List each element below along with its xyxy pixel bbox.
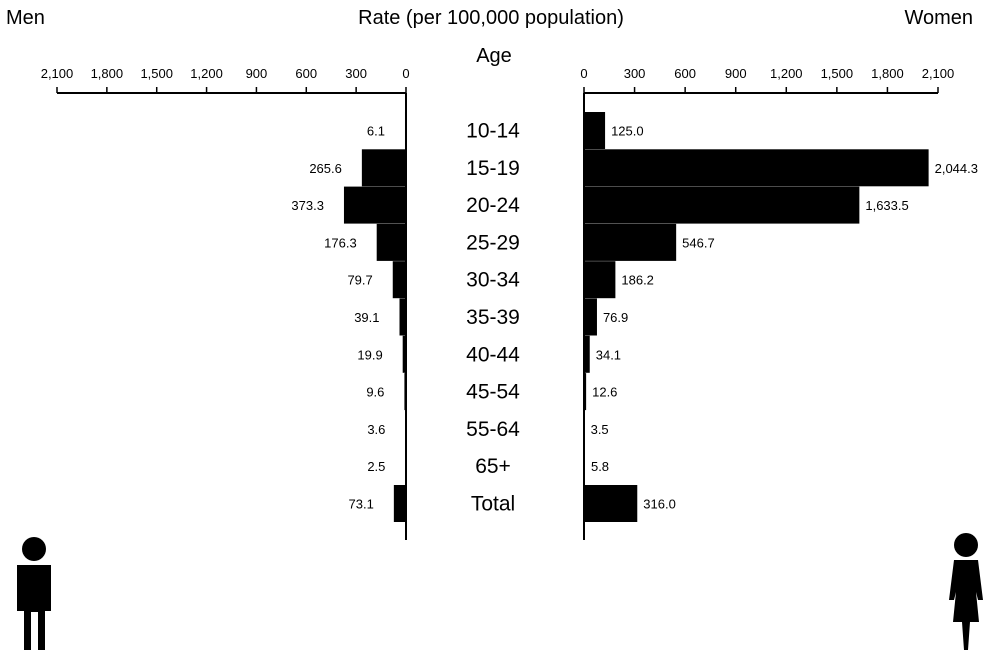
age-category-label: 55-64 <box>466 418 520 441</box>
men-data-label: 9.6 <box>366 385 384 400</box>
women-bar <box>584 335 590 373</box>
age-category-label: 30-34 <box>466 269 520 292</box>
men-bar <box>361 149 406 187</box>
men-tick-label: 1,800 <box>91 66 124 81</box>
age-category-label: 65+ <box>475 455 511 478</box>
men-data-label: 3.6 <box>367 422 385 437</box>
men-data-label: 6.1 <box>367 124 385 139</box>
women-bar <box>584 410 585 448</box>
women-bar <box>584 186 860 224</box>
women-data-label: 5.8 <box>591 459 609 474</box>
women-data-label: 12.6 <box>592 385 617 400</box>
women-data-label: 1,633.5 <box>865 198 908 213</box>
men-bar <box>392 261 406 299</box>
age-category-label: Total <box>471 493 515 516</box>
labels-group: 0 0 300 300 600 600 900 900 1,200 1,200 1,500 1,500… <box>41 66 978 516</box>
age-category-label: 35-39 <box>466 306 520 329</box>
men-bar <box>399 298 406 336</box>
women-bar <box>584 373 587 411</box>
women-data-label: 316.0 <box>643 497 676 512</box>
age-category-label: 10-14 <box>466 120 520 143</box>
women-data-label: 2,044.3 <box>935 161 978 176</box>
men-tick-label: 300 <box>345 66 367 81</box>
women-tick-label: 0 <box>580 66 587 81</box>
men-data-label: 79.7 <box>347 273 372 288</box>
women-header: Women <box>904 7 973 29</box>
women-tick-label: 900 <box>725 66 747 81</box>
women-tick-label: 2,100 <box>922 66 955 81</box>
age-category-label: 15-19 <box>466 157 520 180</box>
women-tick-label: 1,500 <box>821 66 854 81</box>
women-tick-label: 600 <box>674 66 696 81</box>
men-bar <box>404 112 406 149</box>
men-bar <box>393 485 406 522</box>
women-bar <box>584 112 606 149</box>
women-data-label: 76.9 <box>603 310 628 325</box>
men-tick-label: 2,100 <box>41 66 74 81</box>
men-bar <box>405 447 406 485</box>
age-axis-label: Age <box>476 45 512 67</box>
men-data-label: 265.6 <box>309 161 342 176</box>
men-data-label: 19.9 <box>357 347 382 362</box>
men-bar <box>405 410 406 448</box>
women-tick-label: 1,800 <box>871 66 904 81</box>
men-tick-label: 1,500 <box>140 66 173 81</box>
men-bar <box>402 335 406 373</box>
women-data-label: 546.7 <box>682 235 715 250</box>
women-bar <box>584 223 677 261</box>
women-bar <box>584 149 929 187</box>
age-category-label: 20-24 <box>466 194 520 217</box>
women-data-label: 3.5 <box>591 422 609 437</box>
women-bar <box>584 447 585 485</box>
age-category-label: 25-29 <box>466 231 520 254</box>
men-tick-label: 900 <box>246 66 268 81</box>
women-data-label: 186.2 <box>621 273 654 288</box>
chart-title: Rate (per 100,000 population) <box>358 7 624 29</box>
men-tick-label: 600 <box>295 66 317 81</box>
women-data-label: 34.1 <box>596 347 621 362</box>
women-tick-label: 1,200 <box>770 66 803 81</box>
man-silhouette-icon <box>17 537 51 650</box>
age-category-label: 45-54 <box>466 381 520 404</box>
men-bar <box>404 373 406 411</box>
men-data-label: 2.5 <box>367 459 385 474</box>
women-bar <box>584 298 597 336</box>
men-data-label: 373.3 <box>291 198 324 213</box>
men-bar <box>376 223 406 261</box>
women-bar <box>584 485 638 522</box>
men-data-label: 73.1 <box>349 497 374 512</box>
men-data-label: 39.1 <box>354 310 379 325</box>
men-data-label: 176.3 <box>324 235 357 250</box>
women-bar <box>584 261 616 299</box>
bars-group <box>343 112 929 522</box>
men-tick-label: 0 <box>402 66 409 81</box>
age-category-label: 40-44 <box>466 343 520 366</box>
men-header: Men <box>6 7 45 29</box>
men-tick-label: 1,200 <box>190 66 223 81</box>
men-bar <box>343 186 406 224</box>
woman-silhouette-icon <box>949 533 983 650</box>
women-data-label: 125.0 <box>611 124 644 139</box>
women-tick-label: 300 <box>624 66 646 81</box>
